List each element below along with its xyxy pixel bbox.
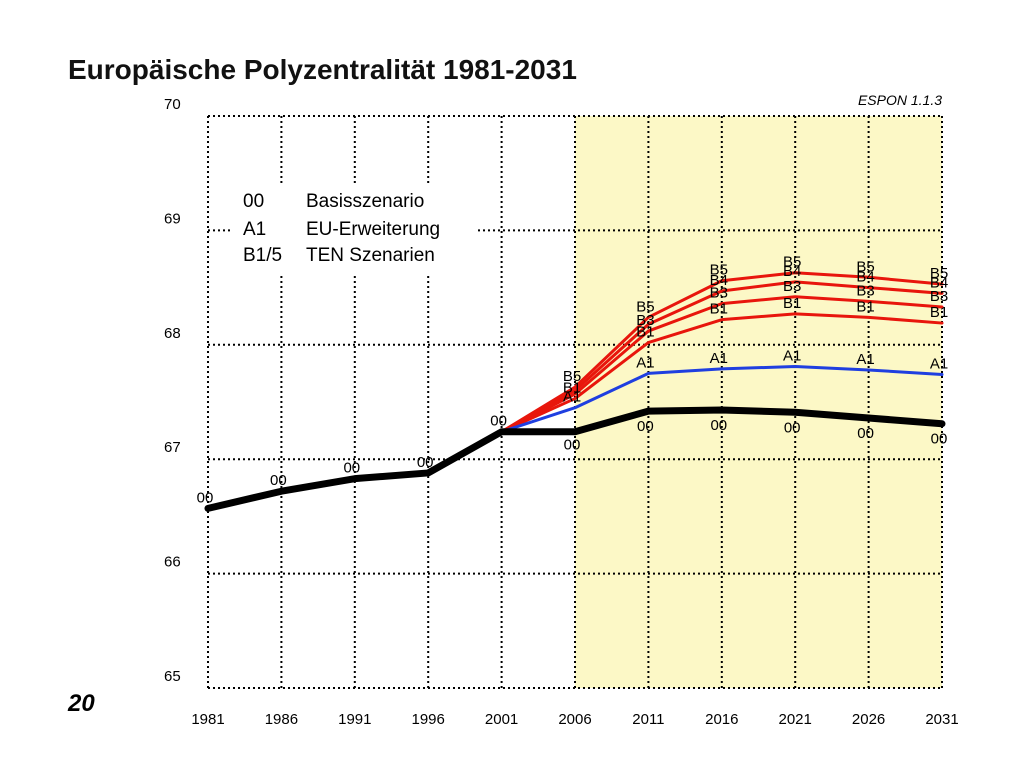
data-label-A1: A1: [856, 351, 874, 368]
data-label-B4: B4: [710, 272, 728, 289]
data-label-A1: A1: [636, 354, 654, 371]
data-label-B5: B5: [636, 298, 654, 315]
data-label-B1: B1: [856, 298, 874, 315]
series-line-B5: [500, 271, 944, 434]
data-label-A1: A1: [930, 356, 948, 373]
y-tick-label: 66: [164, 554, 181, 571]
x-tick-label: 2021: [779, 711, 812, 728]
data-label-A1: A1: [563, 389, 581, 406]
x-tick-label: 1986: [265, 711, 298, 728]
y-tick-label: 69: [164, 210, 181, 227]
y-tick-label: 68: [164, 325, 181, 342]
data-label-00: 00: [270, 472, 287, 489]
data-label-B1: B1: [710, 301, 728, 318]
data-label-B3: B3: [636, 312, 654, 329]
chart-panel: 65 66 67 68 69 70 1981 1986 1991 1996 2001 2006 2011…: [142, 88, 964, 738]
data-label-B3: B3: [783, 278, 801, 295]
data-label-B1: B1: [563, 380, 581, 397]
series-line-B3: [500, 295, 944, 434]
data-label-B1: B1: [783, 295, 801, 312]
x-tick-label: 1996: [412, 711, 445, 728]
data-label-00: 00: [197, 489, 214, 506]
data-label-B4: B4: [930, 274, 948, 291]
data-label-B5: B5: [710, 262, 728, 279]
x-tick-label: 2026: [852, 711, 885, 728]
data-label-B4: B4: [783, 263, 801, 280]
data-label-B5: B5: [930, 265, 948, 282]
page-number: 20: [68, 690, 95, 717]
x-tick-label: 2006: [558, 711, 591, 728]
x-tick-label: 2011: [632, 711, 664, 728]
data-label-A1: A1: [783, 348, 801, 365]
data-label-00: 00: [637, 418, 654, 435]
slide-title: Europäische Polyzentralität 1981-2031: [68, 54, 577, 85]
legend-label: TEN Szenarien: [306, 245, 435, 266]
data-label-B5: B5: [783, 254, 801, 271]
source-label: ESPON 1.1.3: [858, 92, 942, 108]
data-label-00: 00: [564, 437, 581, 454]
legend-code: A1: [243, 219, 267, 240]
data-label-B5: B5: [856, 258, 874, 275]
data-label-B3: B3: [710, 285, 728, 302]
data-label-00: 00: [710, 417, 727, 434]
line-chart: 65 66 67 68 69 70 1981 1986 1991 1996 2001 2006 2011…: [164, 92, 959, 728]
x-tick-label: 2001: [485, 711, 518, 728]
data-label-00: 00: [784, 419, 801, 436]
legend-code: B1/5: [243, 245, 283, 266]
data-label-B3: B3: [930, 288, 948, 305]
data-label-00: 00: [490, 413, 507, 430]
forecast-region: [575, 116, 942, 688]
y-tick-label: 67: [164, 439, 181, 456]
data-label-00: 00: [931, 431, 948, 448]
series-line-B1: [500, 312, 944, 434]
legend-label: Basisszenario: [306, 191, 425, 212]
series-line-A1: [500, 365, 944, 434]
series-line-B4: [500, 280, 944, 434]
x-tick-label: 2016: [705, 711, 738, 728]
x-tick-label: 1991: [338, 711, 371, 728]
data-label-00: 00: [343, 460, 360, 477]
data-label-B4: B4: [856, 269, 874, 286]
x-tick-label: 2031: [925, 711, 958, 728]
y-tick-label: 65: [164, 668, 181, 685]
legend-label: EU-Erweiterung: [306, 219, 441, 240]
data-label-00: 00: [417, 454, 434, 471]
series-line-00: [204, 406, 946, 512]
legend-code: 00: [243, 191, 265, 212]
data-label-B3: B3: [856, 282, 874, 299]
data-label-B1: B1: [636, 324, 654, 341]
y-tick-label: 70: [164, 96, 181, 113]
data-label-A1: A1: [710, 350, 728, 367]
legend: 00 Basisszenario A1 EU-Erweiterung B1/5 …: [232, 183, 478, 273]
x-tick-label: 1981: [191, 711, 224, 728]
data-label-B5: B5: [563, 368, 581, 385]
data-label-B1: B1: [930, 304, 948, 321]
data-label-00: 00: [857, 425, 874, 442]
